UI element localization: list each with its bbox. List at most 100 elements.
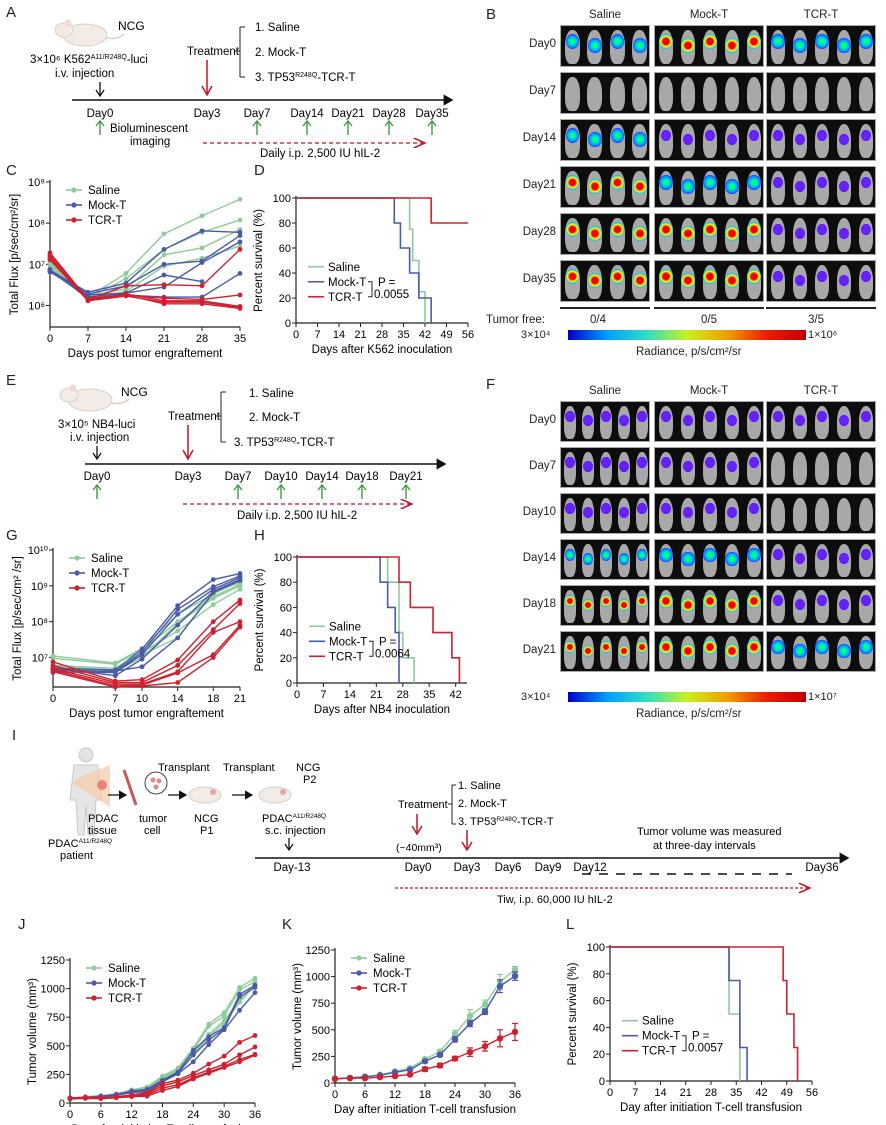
survival-curve-saline: [296, 197, 426, 323]
tumor-free-label: Tumor free:: [486, 314, 546, 326]
y-tick-label: 100: [587, 942, 605, 954]
x-tick-label: 14: [344, 689, 356, 701]
day-label: Day7: [225, 471, 252, 483]
legend-label: Mock-T: [642, 1031, 680, 1043]
survival-curve-saline: [610, 946, 741, 1081]
day-row-label: Day7: [529, 85, 556, 97]
x-tick-label: 14: [172, 693, 184, 705]
data-point: [481, 1043, 489, 1050]
data-point: [210, 577, 216, 582]
data-point: [252, 1033, 258, 1038]
data-point: [112, 668, 118, 674]
y-axis-label: Tumor volume (mm³): [27, 978, 39, 1085]
data-point: [466, 1012, 474, 1020]
syringe-icon: [122, 769, 138, 806]
bioluminescence-image: [766, 260, 876, 302]
day-label: Day10: [264, 471, 297, 483]
data-point: [199, 283, 205, 289]
a-injection-line2: i.v. injection: [55, 68, 114, 80]
bioluminescence-image: [560, 585, 650, 626]
bioluminescence-image: [560, 72, 650, 114]
legend-label: Mock-T: [373, 968, 411, 980]
group-header: TCR-T: [803, 385, 839, 397]
y-tick-label: 40: [279, 268, 291, 280]
bioluminescence-image: [654, 166, 764, 208]
y-tick-label: 1250: [41, 955, 65, 967]
data-point: [175, 680, 181, 685]
data-point: [237, 624, 243, 630]
y-tick-label: 60: [593, 996, 605, 1008]
x-tick-label: 36: [509, 1089, 521, 1101]
data-point: [451, 1055, 459, 1062]
series-line-mock: [52, 578, 241, 677]
data-point: [161, 282, 167, 288]
day-row-label: Day18: [522, 597, 556, 610]
series-line-tcr: [52, 624, 241, 687]
data-point: [161, 301, 167, 307]
p-value: 0.0064: [375, 648, 411, 660]
bioluminescence-image: [654, 260, 764, 302]
data-point: [210, 590, 216, 595]
y-tick-label: 10¹⁰: [28, 545, 49, 557]
y-tick-label: 10⁷: [29, 259, 45, 271]
bioluminescence-image: [654, 585, 764, 626]
data-point: [252, 1044, 258, 1050]
data-point: [161, 272, 167, 278]
x-tick-label: 0: [47, 333, 53, 345]
day-label: Day28: [372, 108, 405, 120]
y-tick-label: 10⁸: [28, 218, 45, 230]
y-tick-label: 80: [280, 577, 292, 589]
data-point: [175, 603, 181, 609]
p-value-label: P =: [378, 277, 396, 289]
data-point: [175, 622, 181, 628]
i-volume-label: (~40mm³): [396, 842, 442, 854]
y-tick-label: 60: [280, 602, 292, 614]
y-tick-label: 80: [279, 218, 291, 230]
i-p2-label-1: NCG: [296, 762, 320, 774]
day-label: Day3: [454, 862, 481, 874]
y-axis-label: Percent survival (%): [254, 568, 266, 671]
data-point: [252, 985, 258, 990]
bioluminescence-image: [560, 631, 650, 672]
day-label: Day7: [244, 108, 271, 120]
a-group-1: 1. Saline: [255, 22, 300, 34]
legend-label: Mock-T: [91, 568, 129, 580]
i-patient-label: PDACA11/R248Q: [48, 838, 112, 850]
p-value-bracket: [369, 640, 374, 657]
x-tick-label: 0: [67, 1109, 73, 1121]
x-tick-label: 18: [156, 1109, 168, 1121]
day-label: Day0: [405, 862, 432, 874]
x-tick-label: 7: [85, 333, 91, 345]
day-row-label: Day10: [522, 505, 556, 518]
data-point: [210, 595, 216, 601]
x-tick-label: 14: [654, 1087, 666, 1099]
x-tick-label: 7: [320, 689, 326, 701]
mouse-p1-icon: [188, 786, 222, 804]
legend-label: Mock-T: [329, 636, 367, 648]
x-tick-label: 36: [249, 1109, 261, 1121]
day-label: Day35: [415, 108, 448, 120]
day-row-label: Day35: [522, 273, 556, 285]
data-point: [175, 635, 181, 641]
data-point: [252, 1052, 258, 1058]
y-tick-label: 10⁷: [32, 652, 48, 664]
data-point: [237, 619, 243, 625]
y-tick-label: 0: [59, 1098, 65, 1110]
y-tick-label: 40: [280, 628, 292, 640]
day-label: Day-13: [273, 862, 310, 874]
y-tick-label: 60: [279, 243, 291, 255]
data-point: [421, 1065, 429, 1073]
data-point: [210, 602, 216, 607]
day-row-label: Day14: [522, 132, 556, 144]
y-tick-label: 1000: [41, 984, 65, 996]
data-point: [221, 1065, 227, 1070]
y-tick-label: 10⁸: [31, 617, 48, 629]
data-point: [496, 982, 504, 990]
y-tick-label: 10⁹: [31, 581, 48, 593]
day-row-label: Day21: [522, 643, 556, 656]
day-label: Day0: [84, 471, 111, 483]
data-point: [210, 630, 216, 635]
x-tick-label: 24: [449, 1089, 461, 1101]
data-point: [451, 1030, 459, 1038]
data-point: [190, 1052, 196, 1058]
